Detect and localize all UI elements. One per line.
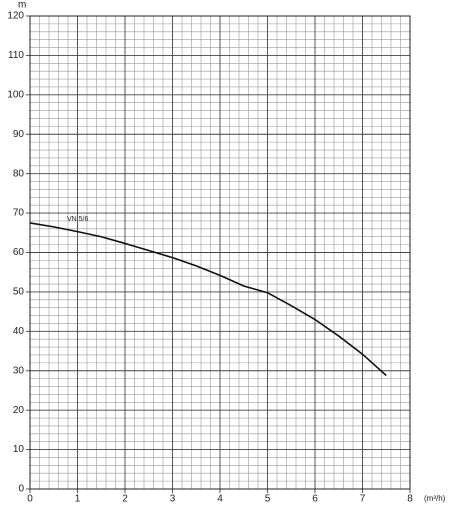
x-tick-label: 8 xyxy=(407,494,413,505)
y-tick-label: 10 xyxy=(13,444,25,455)
y-tick-label: 90 xyxy=(13,129,25,140)
y-tick-label: 20 xyxy=(13,405,25,416)
y-tick-label: 0 xyxy=(18,484,24,495)
y-tick-label: 40 xyxy=(13,326,25,337)
x-tick-label: 2 xyxy=(122,494,128,505)
x-tick-label: 7 xyxy=(360,494,366,505)
curve xyxy=(29,222,387,377)
y-tick-label: 60 xyxy=(13,247,25,258)
x-tick-label: 1 xyxy=(75,494,81,505)
x-tick-label: 3 xyxy=(170,494,176,505)
x-tick-label: 0 xyxy=(27,494,33,505)
plot-frame xyxy=(29,15,411,490)
y-tick-label: 120 xyxy=(7,11,24,22)
y-tick-label: 50 xyxy=(13,287,25,298)
y-tick-label: 110 xyxy=(8,50,24,61)
series-label: VN 5/6 xyxy=(67,216,89,223)
y-tick-label: 80 xyxy=(13,168,25,179)
y-axis-label: m xyxy=(18,0,26,11)
x-axis-label: (m³/h) xyxy=(424,494,446,503)
y-tick-label: 100 xyxy=(7,89,24,100)
y-tick-label: 30 xyxy=(13,365,25,376)
x-tick-label: 6 xyxy=(312,494,318,505)
x-tick-label: 5 xyxy=(265,494,271,505)
x-tick-label: 4 xyxy=(217,494,223,505)
y-tick-label: 70 xyxy=(13,208,25,219)
